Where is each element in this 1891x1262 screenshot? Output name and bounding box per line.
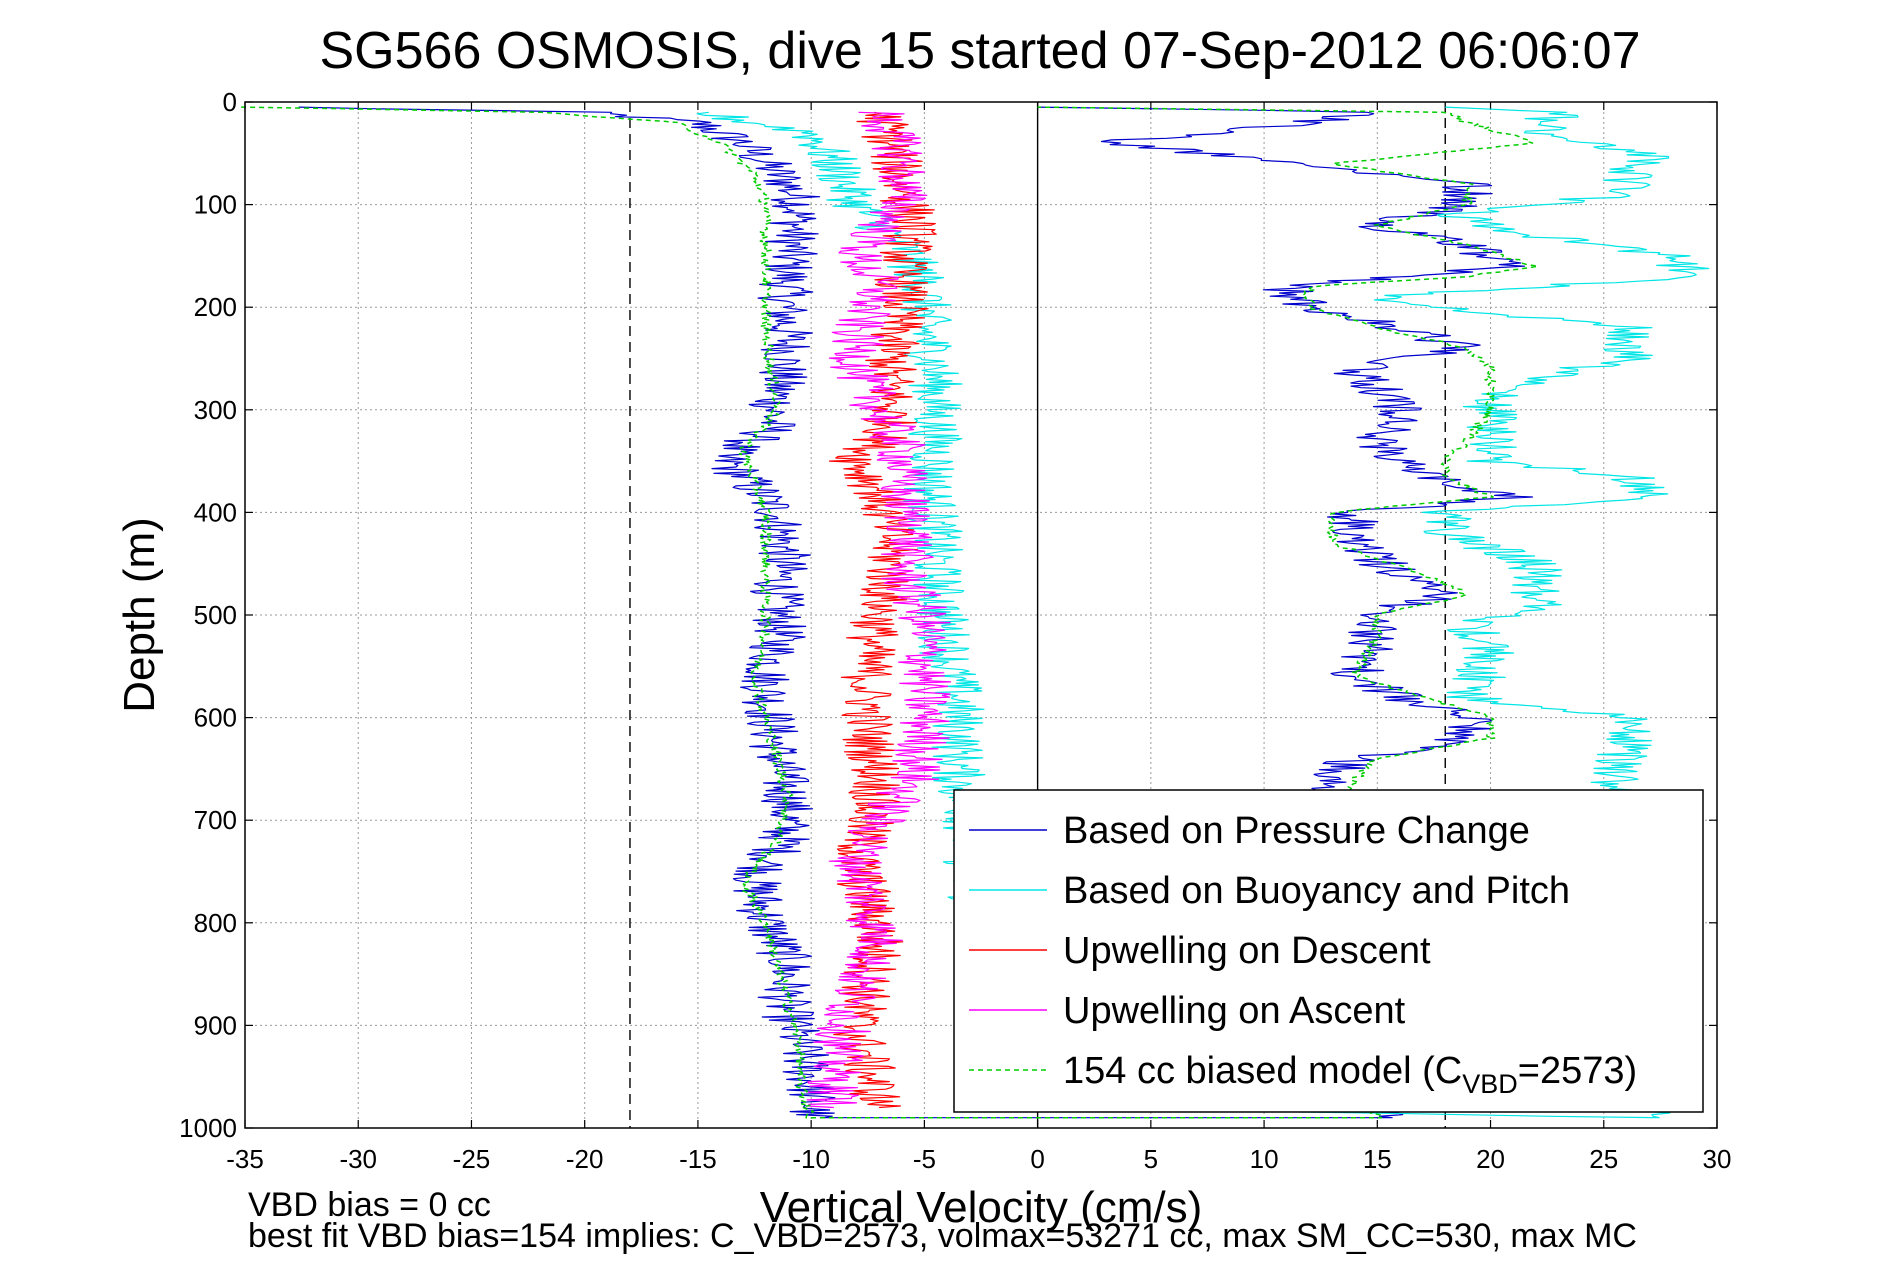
series-line-3 [828,111,937,1109]
y-tick-label: 500 [194,600,237,630]
y-tick-label: 0 [223,87,237,117]
chart-title: SG566 OSMOSIS, dive 15 started 07-Sep-20… [319,22,1640,80]
legend-label-main: 154 cc biased model (C [1063,1050,1462,1092]
x-tick-label: 20 [1476,1144,1505,1174]
x-axis-label: Vertical Velocity (cm/s) [760,1183,1203,1232]
legend: Based on Pressure Change Based on Buoyanc… [953,789,1704,1113]
x-tick-label: -15 [679,1144,717,1174]
y-tick-label: 800 [194,908,237,938]
x-tick-label: -10 [792,1144,830,1174]
legend-box [953,789,1704,1113]
series-line-5 [241,106,1539,1119]
y-tick-label: 1000 [179,1113,237,1143]
legend-label-subscript: VBD [1462,1069,1518,1099]
legend-label: Upwelling on Descent [1063,930,1431,972]
series-line-1 [298,106,1534,1119]
x-tick-label: 0 [1030,1144,1044,1174]
x-tick-labels: -35 -30 -25 -20 -15 -10 -5 0 5 10 15 20 25 30 [226,1144,1731,1174]
legend-entries: Based on Pressure Change Based on Buoyanc… [969,810,1637,1099]
x-tick-label: -30 [339,1144,377,1174]
y-tick-label: 100 [194,190,237,220]
plot-frame [244,101,1718,1129]
legend-label-tail: =2573) [1518,1050,1637,1092]
y-tick-label: 700 [194,805,237,835]
x-tick-label: 10 [1250,1144,1279,1174]
y-tick-label: 300 [194,395,237,425]
y-tick-label: 600 [194,703,237,733]
y-tick-label: 200 [194,292,237,322]
x-tick-label: 30 [1703,1144,1732,1174]
y-tick-labels: 0 100 200 300 400 500 600 700 800 900 1000 [179,87,237,1143]
x-tick-label: -25 [453,1144,491,1174]
x-tick-label: 15 [1363,1144,1392,1174]
y-axis-label: Depth (m) [115,517,164,713]
legend-label: Based on Buoyancy and Pitch [1063,870,1570,912]
series-line-4 [806,111,952,1109]
legend-label: Upwelling on Ascent [1063,990,1406,1032]
annotation-best-fit: best fit VBD bias=154 implies: C_VBD=257… [248,1217,1637,1255]
x-tick-label: 5 [1144,1144,1158,1174]
y-tick-label: 400 [194,497,237,527]
x-tick-label: -35 [226,1144,264,1174]
x-tick-label: -20 [566,1144,604,1174]
legend-label: 154 cc biased model (CVBD=2573) [1063,1050,1637,1099]
x-tick-label: 25 [1589,1144,1618,1174]
x-tick-label: -5 [913,1144,936,1174]
legend-label: Based on Pressure Change [1063,810,1530,852]
annotation-vbd-bias: VBD bias = 0 cc [248,1186,491,1224]
y-tick-label: 900 [194,1010,237,1040]
